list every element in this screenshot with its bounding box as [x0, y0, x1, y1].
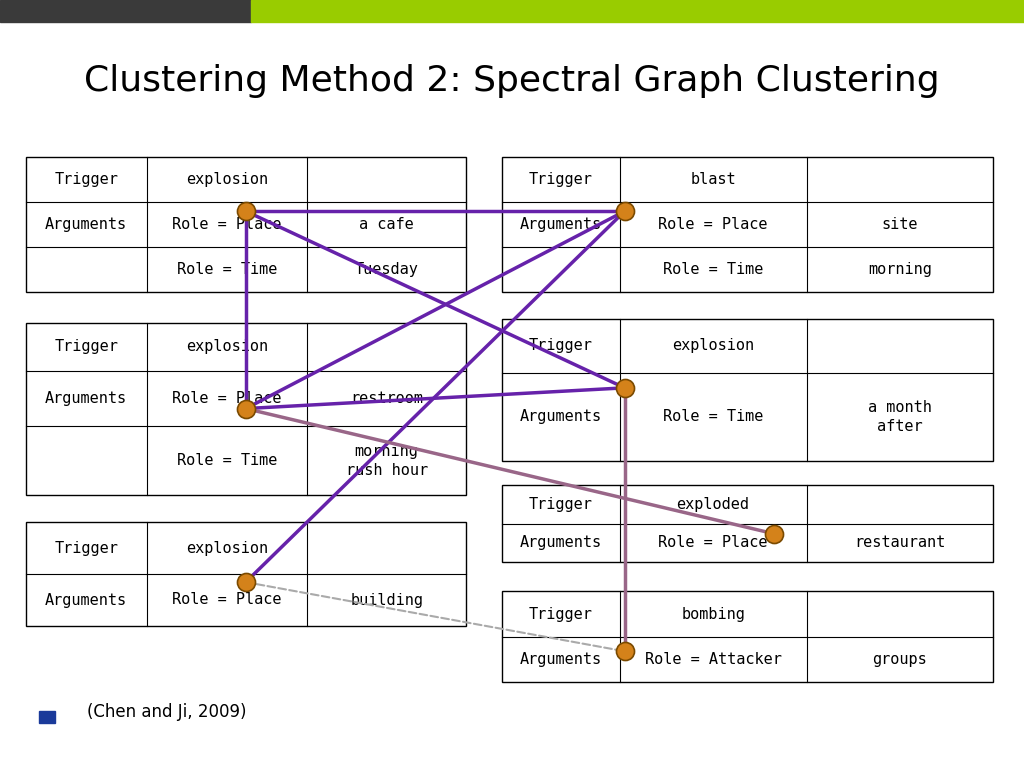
Text: Trigger: Trigger [54, 339, 118, 354]
Text: Clustering Method 2: Spectral Graph Clustering: Clustering Method 2: Spectral Graph Clus… [84, 64, 940, 98]
Text: bombing: bombing [681, 607, 745, 621]
Text: Role = Place: Role = Place [172, 217, 282, 232]
Text: restroom: restroom [350, 391, 423, 406]
Bar [502, 157, 993, 292]
Text: Trigger: Trigger [528, 172, 593, 187]
Text: explosion: explosion [186, 339, 268, 354]
Text: Arguments: Arguments [45, 592, 127, 607]
Text: Arguments: Arguments [519, 652, 602, 667]
Text: Role = Place: Role = Place [658, 535, 768, 551]
Text: exploded: exploded [677, 497, 750, 512]
Text: Trigger: Trigger [528, 607, 593, 621]
Text: groups: groups [872, 652, 928, 667]
Text: Role = Time: Role = Time [663, 409, 763, 424]
Text: Arguments: Arguments [519, 535, 602, 551]
Text: Trigger: Trigger [528, 497, 593, 512]
Text: a month
after: a month after [868, 400, 932, 434]
Bar [502, 485, 993, 562]
Text: explosion: explosion [186, 541, 268, 556]
Text: Role = Time: Role = Time [663, 262, 763, 277]
Text: Arguments: Arguments [45, 217, 127, 232]
Text: Arguments: Arguments [45, 391, 127, 406]
Bar [26, 323, 466, 495]
Text: Role = Place: Role = Place [172, 391, 282, 406]
Text: Role = Attacker: Role = Attacker [645, 652, 781, 667]
Text: Role = Place: Role = Place [172, 592, 282, 607]
Text: morning
rush hour: morning rush hour [345, 444, 428, 478]
Text: building: building [350, 592, 423, 607]
Text: Arguments: Arguments [519, 409, 602, 424]
Bar [26, 157, 466, 292]
Bar [251, 0, 1024, 22]
Text: (Chen and Ji, 2009): (Chen and Ji, 2009) [87, 703, 247, 721]
Text: Trigger: Trigger [54, 172, 118, 187]
Text: explosion: explosion [186, 172, 268, 187]
Bar [502, 319, 993, 461]
Text: Arguments: Arguments [519, 217, 602, 232]
Text: Trigger: Trigger [54, 541, 118, 556]
Bar [26, 522, 466, 626]
Text: morning: morning [868, 262, 932, 277]
Text: site: site [882, 217, 919, 232]
Text: blast: blast [690, 172, 736, 187]
Bar [39, 711, 55, 723]
Text: Role = Place: Role = Place [658, 217, 768, 232]
Bar [0, 0, 251, 22]
Text: Tuesday: Tuesday [354, 262, 419, 277]
Text: restaurant: restaurant [854, 535, 945, 551]
Text: Role = Time: Role = Time [177, 453, 278, 468]
Text: Trigger: Trigger [528, 338, 593, 353]
Text: Role = Time: Role = Time [177, 262, 278, 277]
Bar [502, 591, 993, 682]
Text: a cafe: a cafe [359, 217, 414, 232]
Text: explosion: explosion [672, 338, 755, 353]
